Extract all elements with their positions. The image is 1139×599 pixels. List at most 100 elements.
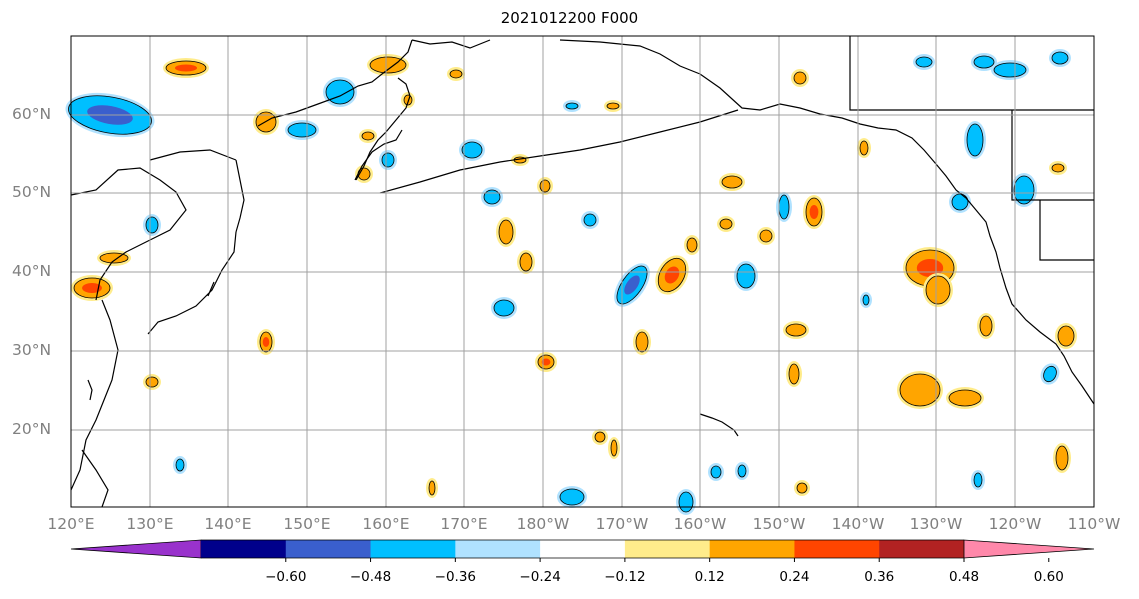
contour-fill (145, 376, 159, 388)
contour-fill (606, 102, 620, 110)
anomaly-blob (949, 191, 971, 213)
colorbar-tick-label: 0.24 (779, 569, 810, 585)
contour-fill (979, 315, 993, 337)
colorbar-tick-label: 0.36 (864, 569, 895, 585)
colorbar-segment (879, 540, 965, 558)
lat-label: 50°N (12, 183, 52, 201)
contour-fill (736, 263, 756, 289)
contour-core (82, 283, 102, 293)
contour-fill (686, 237, 698, 253)
anomaly-blob (257, 329, 275, 355)
anomaly-blob (285, 120, 319, 140)
anomaly-blob (757, 227, 775, 245)
coastline (149, 149, 237, 161)
anomaly-blob (163, 58, 209, 78)
colorbar-extend-low (70, 539, 202, 559)
lat-label: 20°N (12, 420, 52, 438)
lon-label: 170°W (595, 515, 649, 533)
contour-fill (635, 331, 649, 353)
anomaly-blob (581, 211, 599, 229)
contour-fill (793, 71, 807, 85)
anomaly-blob (964, 121, 986, 159)
anomaly-blob (608, 437, 620, 459)
coastline (147, 231, 237, 335)
anomaly-blob (633, 329, 651, 355)
contour-core (262, 337, 270, 347)
anomaly-blob (491, 297, 517, 319)
lat-label: 60°N (12, 105, 52, 123)
colorbar-segment (540, 540, 626, 558)
anomaly-blob (1011, 173, 1037, 207)
contour-fill (785, 323, 807, 337)
coastline (235, 159, 245, 233)
anomaly-blob (614, 263, 650, 307)
anomaly-blob (791, 69, 809, 87)
contour-fill (859, 140, 869, 156)
coastline (379, 109, 739, 194)
coastline (699, 413, 739, 437)
anomaly-contours (65, 49, 1077, 515)
anomaly-blob (496, 217, 516, 247)
lon-label: 160°W (673, 515, 727, 533)
anomaly-blob (783, 321, 809, 339)
anomaly-blob (735, 462, 749, 480)
contour-fill (287, 122, 317, 138)
anomaly-blob (991, 60, 1029, 80)
anomaly-blob (143, 214, 161, 236)
contour-fill (948, 389, 982, 407)
anomaly-blob (946, 387, 984, 409)
anomaly-blob (803, 195, 825, 229)
contour-fill (175, 458, 185, 472)
lon-label: 130°E (126, 515, 174, 533)
anomaly-blob (786, 361, 802, 387)
coastline (81, 379, 109, 508)
contour-fill (925, 275, 951, 305)
colorbar-segment (370, 540, 456, 558)
contour-fill (1013, 175, 1035, 205)
contour-fill (759, 229, 773, 243)
anomaly-blob (776, 192, 792, 222)
contour-fill (1051, 51, 1069, 65)
contour-fill (145, 216, 159, 234)
contour-core (624, 275, 640, 295)
lon-label: 120°E (47, 515, 95, 533)
contour-fill (915, 56, 933, 68)
contour-core (809, 205, 819, 219)
anomaly-blob (734, 261, 758, 291)
anomaly-blob (71, 275, 113, 301)
map-title: 2021012200 F000 (500, 9, 639, 27)
contour-fill (1043, 365, 1057, 383)
coastline (70, 167, 187, 301)
anomaly-blob (857, 138, 871, 158)
contour-core (175, 64, 197, 72)
coastline (965, 197, 1095, 405)
anomaly-blob (557, 486, 587, 508)
contour-fill (951, 193, 969, 211)
lon-label: 140°W (831, 515, 885, 533)
contour-fill (788, 363, 800, 385)
contour-fill (796, 482, 808, 494)
colorbar-segment (709, 540, 795, 558)
colorbar-tick-label: −0.24 (519, 569, 561, 585)
colorbar-segment (794, 540, 880, 558)
lon-label: 150°W (752, 515, 806, 533)
contour-core (664, 266, 680, 284)
anomaly-blob (794, 480, 810, 496)
contour-fill (559, 488, 585, 506)
contour-fill (369, 56, 407, 74)
anomaly-blob (684, 235, 700, 255)
coastline (849, 36, 1094, 261)
colorbar-tick-label: −0.48 (349, 569, 392, 585)
contour-fill (737, 464, 747, 478)
contour-fill (519, 252, 533, 272)
colorbar-segment (624, 540, 711, 558)
anomaly-blob (379, 150, 397, 170)
anomaly-blob (563, 100, 581, 112)
colorbar-tick-label: 0.48 (948, 569, 980, 585)
anomaly-blob (459, 139, 485, 161)
colorbar-extend-high (963, 539, 1095, 559)
anomaly-blob (708, 463, 724, 481)
contour-fill (710, 465, 722, 479)
colorbar-tick-label: −0.36 (434, 569, 477, 585)
lon-label: 120°W (988, 515, 1042, 533)
